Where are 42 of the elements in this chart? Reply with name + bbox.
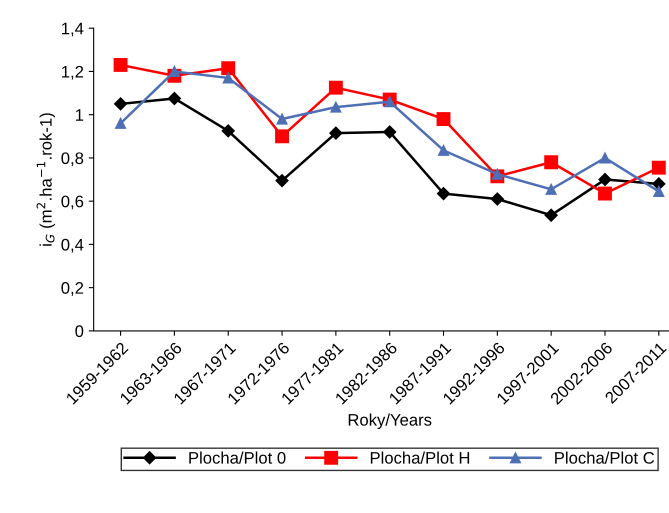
point [275, 129, 289, 144]
point [544, 208, 558, 222]
point [490, 192, 504, 206]
point [168, 66, 180, 78]
point [598, 172, 612, 186]
point [222, 72, 234, 84]
y-tick-label: 0,2 [61, 282, 84, 296]
point [599, 152, 611, 164]
point [114, 58, 128, 72]
y-tick-label: 1 [76, 109, 84, 121]
point [438, 144, 450, 156]
y-tick-label: 0,8 [61, 152, 84, 166]
legend-label: Plocha/Plot H [370, 452, 470, 464]
point [328, 80, 343, 95]
point [598, 186, 612, 201]
y-axis-title: i$_{G}$ (m$^{2}$.ha$^{−1}$.rok-1) [36, 113, 56, 246]
y-tick-label: 0,6 [61, 196, 84, 210]
legend-label: Plocha/Plot 0 [189, 452, 286, 464]
point [546, 184, 557, 195]
point [492, 168, 503, 180]
legend-label: Plocha/Plot C [555, 452, 654, 464]
y-tick-label: 0 [75, 325, 84, 338]
y-tick-label: 1,2 [62, 66, 84, 80]
point [329, 126, 342, 140]
point [114, 97, 128, 110]
point [275, 174, 289, 188]
point [652, 160, 666, 175]
point [221, 61, 236, 76]
point [168, 92, 181, 106]
point [653, 186, 664, 197]
point [544, 155, 558, 170]
point [115, 118, 126, 129]
y-tick-label: 1,4 [62, 22, 84, 36]
y-tick-label: 0,4 [61, 238, 84, 253]
point [276, 113, 288, 125]
point [436, 112, 450, 126]
point [222, 124, 235, 138]
point [384, 96, 396, 108]
x-axis-title: Roky/Years [348, 414, 432, 430]
point [383, 125, 396, 139]
point [330, 102, 342, 113]
point [436, 187, 450, 200]
